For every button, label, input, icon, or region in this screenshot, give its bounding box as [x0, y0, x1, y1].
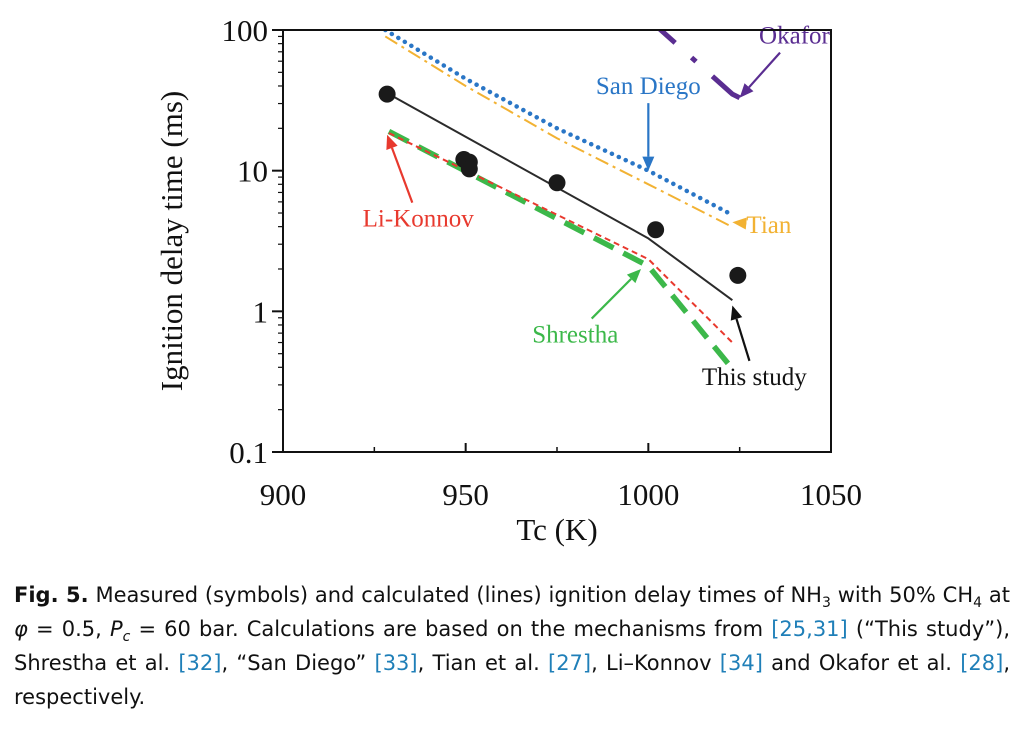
annotation-arrowhead-okafor [739, 83, 754, 98]
caption-text: = 60 bar. Calculations are based on the … [130, 617, 772, 641]
series-line-shrestha [387, 129, 731, 367]
y-tick-label: 1 [253, 294, 269, 329]
series-line-san-diego [383, 30, 731, 216]
caption-subscript: c [122, 629, 131, 646]
x-tick-label: 1000 [617, 477, 679, 512]
y-tick-label: 100 [222, 13, 269, 48]
annotation-arrowhead-shrestha [626, 268, 642, 284]
caption-ref-link[interactable]: [34] [719, 651, 763, 675]
annotation-arrow-okafor [748, 51, 781, 89]
x-tick-label: 1050 [800, 477, 862, 512]
annotation-arrowhead-tian [732, 217, 747, 230]
measured-point [729, 266, 747, 284]
caption-text: = 0.5, [27, 617, 110, 641]
annotation-arrow-this-study [735, 318, 751, 362]
measured-point [378, 85, 396, 103]
annotation-arrowhead-this-study [730, 305, 743, 321]
annotation-label-this-study: This study [702, 364, 807, 391]
annotation-label-li-konnov: Li-Konnov [363, 206, 475, 233]
x-tick-label: 900 [260, 477, 307, 512]
caption-subscript: 4 [973, 595, 983, 612]
y-axis-title: Ignition delay time (ms) [154, 91, 189, 391]
caption-pressure: P [109, 617, 123, 641]
caption-ref-link[interactable]: [27] [548, 651, 592, 675]
caption-ref-link[interactable]: [32] [178, 651, 222, 675]
caption-text: (“This study”), Shrestha et al. [14, 617, 1010, 675]
series-line-tian [384, 35, 730, 227]
y-tick-label: 0.1 [229, 435, 268, 470]
series-line-li-konnov [388, 132, 734, 344]
x-tick-label: 950 [442, 477, 489, 512]
caption-phi: φ [14, 617, 28, 641]
measured-point [460, 160, 478, 178]
caption-text: at [982, 583, 1010, 607]
caption-text: , Tian et al. [417, 651, 548, 675]
measured-point [647, 221, 665, 239]
annotation-arrow-shrestha [590, 278, 632, 320]
annotation-label-shrestha: Shrestha [532, 322, 618, 349]
annotation-arrow-li-konnov [390, 147, 414, 204]
annotation-arrowhead-li-konnov [386, 134, 398, 150]
y-tick-label: 10 [237, 154, 268, 189]
caption-ref-link[interactable]: [25,31] [771, 617, 848, 641]
series-line-this-study [388, 93, 733, 302]
series-line-okafor [657, 30, 741, 100]
annotation-label-tian: Tian [746, 212, 791, 239]
caption-label: Fig. 5. [14, 583, 89, 607]
caption-ref-link[interactable]: [28] [960, 651, 1004, 675]
caption-text: Measured (symbols) and calculated (lines… [88, 583, 822, 607]
annotation-label-san-diego: San Diego [596, 73, 701, 100]
caption-text: , respectively. [14, 651, 1011, 709]
caption-text: and Okafor et al. [762, 651, 961, 675]
caption-text: , “San Diego” [221, 651, 375, 675]
measured-point [548, 174, 566, 192]
figure-caption: Fig. 5. Measured (symbols) and calculate… [14, 578, 1010, 714]
x-axis-title: Tc (K) [516, 512, 597, 547]
caption-subscript: 3 [821, 595, 831, 612]
ignition-delay-chart: This study Shrestha San Diego Tian Li-Konnov… [154, 13, 862, 547]
caption-text: with 50% CH [830, 583, 974, 607]
chart-figure: This study Shrestha San Diego Tian Li-Konnov… [154, 13, 862, 547]
caption-ref-link[interactable]: [33] [374, 651, 418, 675]
caption-text: , Li–Konnov [591, 651, 720, 675]
annotation-label-okafor: Okafor [759, 23, 830, 50]
annotation-arrowhead-san-diego [642, 156, 655, 171]
